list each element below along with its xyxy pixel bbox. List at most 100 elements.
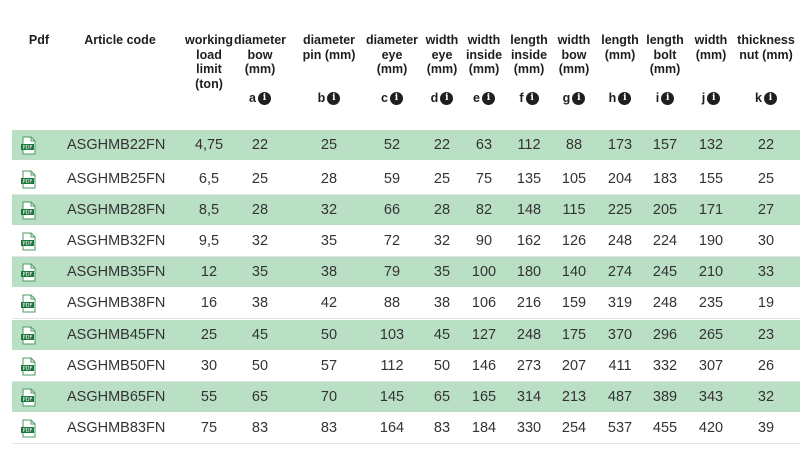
table-row: PDF ASGHMB45FN 25 45 50 103 45 127 248 175 370 296 2…: [12, 320, 800, 350]
row-divider: [12, 381, 800, 382]
pdf-file-icon[interactable]: PDF: [20, 388, 38, 407]
table-cell: 225: [607, 202, 633, 218]
table-cell: 213: [561, 389, 587, 405]
symbol-letter: a: [249, 91, 256, 105]
pdf-file-icon[interactable]: PDF: [20, 263, 38, 282]
article-code[interactable]: ASGHMB28FN: [67, 202, 166, 218]
header-col-label: length inside (mm): [510, 33, 548, 76]
pdf-file-icon[interactable]: PDF: [20, 326, 38, 345]
header-col-7: length inside (mm) f i: [506, 33, 552, 105]
table-cell: 66: [383, 202, 401, 218]
header-col-9: length (mm) h i: [597, 33, 643, 105]
header-col-label: width (mm): [694, 33, 728, 62]
table-cell: 332: [652, 358, 678, 374]
article-code[interactable]: ASGHMB32FN: [67, 233, 166, 249]
table-cell: 155: [698, 171, 724, 187]
svg-text:PDF: PDF: [23, 179, 33, 185]
info-icon[interactable]: i: [525, 91, 539, 105]
table-cell: 42: [320, 295, 338, 311]
table-cell: 79: [383, 264, 401, 280]
table-cell: 22: [757, 137, 775, 153]
table-cell: 75: [475, 171, 493, 187]
table-cell: 248: [516, 327, 542, 343]
table-cell: 25: [200, 327, 218, 343]
table-cell: 65: [251, 389, 269, 405]
article-code[interactable]: ASGHMB22FN: [67, 137, 166, 153]
table-cell: 106: [471, 295, 497, 311]
table-cell: 26: [757, 358, 775, 374]
table-cell: 25: [251, 171, 269, 187]
header-col-5: width eye (mm) d i: [422, 33, 462, 105]
table-cell: 135: [516, 171, 542, 187]
header-col-4: diameter eye (mm) c i: [361, 33, 423, 105]
svg-text:PDF: PDF: [23, 335, 33, 341]
table-cell: 12: [200, 264, 218, 280]
info-icon[interactable]: i: [481, 91, 495, 105]
info-icon[interactable]: i: [389, 91, 403, 105]
info-icon[interactable]: i: [763, 91, 777, 105]
info-icon[interactable]: i: [572, 91, 586, 105]
table-cell: 22: [433, 137, 451, 153]
table-cell: 245: [652, 264, 678, 280]
article-code[interactable]: ASGHMB83FN: [67, 420, 166, 436]
table-cell: 145: [379, 389, 405, 405]
article-code[interactable]: ASGHMB38FN: [67, 295, 166, 311]
table-cell: 127: [471, 327, 497, 343]
table-cell: 126: [561, 233, 587, 249]
info-icon[interactable]: i: [327, 91, 341, 105]
header-col-label: diameter bow (mm): [233, 33, 287, 76]
article-code[interactable]: ASGHMB35FN: [67, 264, 166, 280]
table-cell: 52: [383, 137, 401, 153]
header-col-label: width bow (mm): [557, 33, 591, 76]
pdf-file-icon[interactable]: PDF: [20, 294, 38, 313]
pdf-file-icon[interactable]: PDF: [20, 232, 38, 251]
table-cell: 103: [379, 327, 405, 343]
table-cell: 204: [607, 171, 633, 187]
row-divider: [12, 443, 800, 444]
info-icon[interactable]: i: [707, 91, 721, 105]
pdf-file-icon[interactable]: PDF: [20, 136, 38, 155]
header-col-label: width inside (mm): [465, 33, 503, 76]
table-cell: 38: [433, 295, 451, 311]
symbol-letter: b: [317, 91, 326, 105]
article-code[interactable]: ASGHMB45FN: [67, 327, 166, 343]
header-col-6: width inside (mm) e i: [462, 33, 506, 105]
table-cell: 164: [379, 420, 405, 436]
pdf-file-icon[interactable]: PDF: [20, 419, 38, 438]
info-icon[interactable]: i: [618, 91, 632, 105]
pdf-file-icon[interactable]: PDF: [20, 357, 38, 376]
table-cell: 184: [471, 420, 497, 436]
table-cell: 70: [320, 389, 338, 405]
header-col-1: working load limit (ton): [179, 33, 239, 91]
table-cell: 224: [652, 233, 678, 249]
table-cell: 82: [475, 202, 493, 218]
header-col-3: diameter pin (mm) b i: [297, 33, 361, 105]
article-code[interactable]: ASGHMB25FN: [67, 171, 166, 187]
header-col-label: working load limit (ton): [185, 33, 233, 91]
table-cell: 32: [757, 389, 775, 405]
svg-text:PDF: PDF: [23, 397, 33, 403]
pdf-file-icon[interactable]: PDF: [20, 170, 38, 189]
row-divider: [12, 318, 800, 319]
table-cell: 75: [200, 420, 218, 436]
article-code[interactable]: ASGHMB50FN: [67, 358, 166, 374]
article-code[interactable]: ASGHMB65FN: [67, 389, 166, 405]
table-cell: 389: [652, 389, 678, 405]
pdf-file-icon[interactable]: PDF: [20, 201, 38, 220]
info-icon[interactable]: i: [257, 91, 271, 105]
table-cell: 4,75: [194, 137, 224, 153]
table-cell: 207: [561, 358, 587, 374]
info-icon[interactable]: i: [440, 91, 454, 105]
info-icon[interactable]: i: [661, 91, 675, 105]
table-cell: 33: [757, 264, 775, 280]
table-cell: 25: [320, 137, 338, 153]
table-cell: 22: [251, 137, 269, 153]
table-cell: 148: [516, 202, 542, 218]
svg-text:PDF: PDF: [23, 241, 33, 247]
table-cell: 210: [698, 264, 724, 280]
